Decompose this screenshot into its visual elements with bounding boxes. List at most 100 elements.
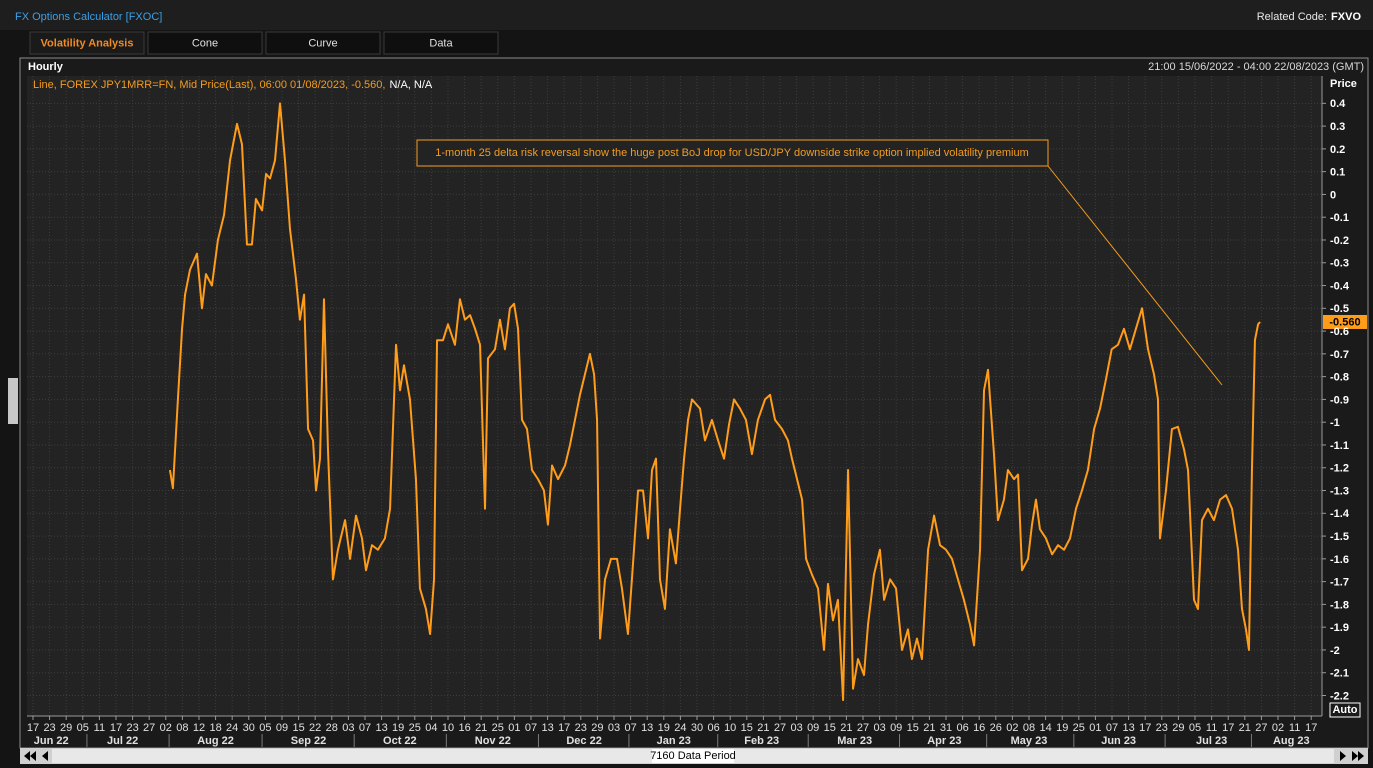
x-tick-label: 21	[840, 722, 852, 734]
month-label: Dec 22	[566, 735, 601, 747]
x-tick-label: 10	[442, 722, 454, 734]
x-tick-label: 23	[575, 722, 587, 734]
x-tick-label: 08	[1023, 722, 1035, 734]
x-tick-label: 15	[824, 722, 836, 734]
x-tick-label: 17	[558, 722, 570, 734]
x-tick-label: 23	[43, 722, 55, 734]
auto-button[interactable]	[1329, 702, 1361, 718]
x-tick-label: 15	[907, 722, 919, 734]
y-tick-label: -1.6	[1330, 554, 1349, 566]
annotation-leader	[1047, 165, 1223, 386]
y-axis-label: Price	[1330, 78, 1357, 90]
x-tick-label: 17	[27, 722, 39, 734]
x-tick-label: 07	[525, 722, 537, 734]
x-tick-label: 10	[724, 722, 736, 734]
x-tick-label: 29	[591, 722, 603, 734]
x-tick-label: 07	[624, 722, 636, 734]
x-tick-label: 13	[641, 722, 653, 734]
x-tick-label: 02	[1006, 722, 1018, 734]
side-handle[interactable]	[8, 378, 18, 424]
x-tick-label: 09	[807, 722, 819, 734]
x-tick-label: 09	[890, 722, 902, 734]
x-tick-label: 17	[1139, 722, 1151, 734]
y-tick-label: -1.4	[1330, 508, 1350, 520]
y-tick-label: -0.7	[1330, 349, 1349, 361]
legend: Line, FOREX JPY1MRR=FN, Mid Price(Last),…	[33, 79, 433, 91]
legend-tail: N/A, N/A	[389, 79, 432, 91]
x-tick-label: 03	[342, 722, 354, 734]
y-tick-label: -0.6	[1330, 326, 1349, 338]
month-label: Oct 22	[383, 735, 417, 747]
month-label: Mar 23	[837, 735, 872, 747]
scroll-prev[interactable]	[42, 751, 48, 761]
y-tick-label: 0.4	[1330, 98, 1346, 110]
month-label: Aug 22	[197, 735, 234, 747]
annotation-box	[416, 139, 1049, 167]
x-tick-label: 17	[110, 722, 122, 734]
tab-label[interactable]: Volatility Analysis	[41, 37, 134, 49]
x-tick-label: 27	[774, 722, 786, 734]
x-tick-label: 21	[757, 722, 769, 734]
x-tick-label: 16	[458, 722, 470, 734]
x-tick-label: 13	[541, 722, 553, 734]
y-tick-label: -0.4	[1330, 280, 1350, 292]
y-tick-label: -0.3	[1330, 258, 1349, 270]
x-tick-label: 14	[1039, 722, 1051, 734]
x-tick-label: 15	[741, 722, 753, 734]
x-tick-label: 27	[1255, 722, 1267, 734]
x-tick-label: 13	[1122, 722, 1134, 734]
legend-main: Line, FOREX JPY1MRR=FN, Mid Price(Last),…	[33, 79, 385, 91]
x-tick-label: 03	[608, 722, 620, 734]
y-tick-label: -2.1	[1330, 668, 1349, 680]
y-tick-label: -1.7	[1330, 577, 1349, 589]
y-tick-label: -1.8	[1330, 599, 1349, 611]
x-tick-label: 19	[1056, 722, 1068, 734]
y-tick-label: -0.5	[1330, 303, 1349, 315]
x-tick-label: 25	[409, 722, 421, 734]
x-tick-label: 03	[873, 722, 885, 734]
tab-label[interactable]: Curve	[308, 37, 337, 49]
x-tick-label: 06	[956, 722, 968, 734]
x-tick-label: 02	[160, 722, 172, 734]
tab[interactable]	[147, 31, 263, 55]
x-tick-label: 06	[707, 722, 719, 734]
scroll-last[interactable]	[1352, 751, 1364, 761]
x-tick-label: 16	[973, 722, 985, 734]
auto-label[interactable]: Auto	[1332, 704, 1357, 716]
tab[interactable]	[383, 31, 499, 55]
y-tick-label: -2.2	[1330, 690, 1349, 702]
x-tick-label: 02	[1272, 722, 1284, 734]
scroll-first[interactable]	[24, 751, 36, 761]
tab-label[interactable]: Cone	[192, 37, 218, 49]
x-tick-label: 19	[658, 722, 670, 734]
interval-label: Hourly	[28, 61, 64, 73]
series-line	[168, 102, 1261, 702]
tab[interactable]	[29, 31, 145, 55]
x-tick-label: 18	[209, 722, 221, 734]
x-tick-label: 21	[475, 722, 487, 734]
month-label: Nov 22	[475, 735, 511, 747]
x-tick-label: 21	[1239, 722, 1251, 734]
annotation-text: 1-month 25 delta risk reversal show the …	[435, 147, 1028, 159]
tab[interactable]	[265, 31, 381, 55]
last-value-marker	[1323, 314, 1367, 329]
y-tick-label: -1.5	[1330, 531, 1349, 543]
y-tick-label: -1.9	[1330, 622, 1349, 634]
tab-label[interactable]: Data	[429, 37, 453, 49]
y-tick-label: -1.2	[1330, 463, 1349, 475]
x-tick-label: 03	[790, 722, 802, 734]
x-tick-label: 01	[1089, 722, 1101, 734]
y-tick-label: 0	[1330, 189, 1336, 201]
title-bar	[0, 0, 1373, 30]
scroll-thumb[interactable]	[652, 749, 734, 763]
x-tick-label: 29	[1172, 722, 1184, 734]
date-range: 21:00 15/06/2022 - 04:00 22/08/2023 (GMT…	[1148, 61, 1364, 73]
x-tick-label: 31	[940, 722, 952, 734]
x-tick-label: 21	[923, 722, 935, 734]
scroll-next[interactable]	[1340, 751, 1346, 761]
month-label: Jun 23	[1101, 735, 1136, 747]
x-tick-label: 11	[1206, 722, 1217, 734]
x-tick-label: 05	[77, 722, 89, 734]
x-tick-label: 25	[492, 722, 504, 734]
tab-bar: Volatility Analysis Cone Curve Data	[29, 31, 499, 55]
